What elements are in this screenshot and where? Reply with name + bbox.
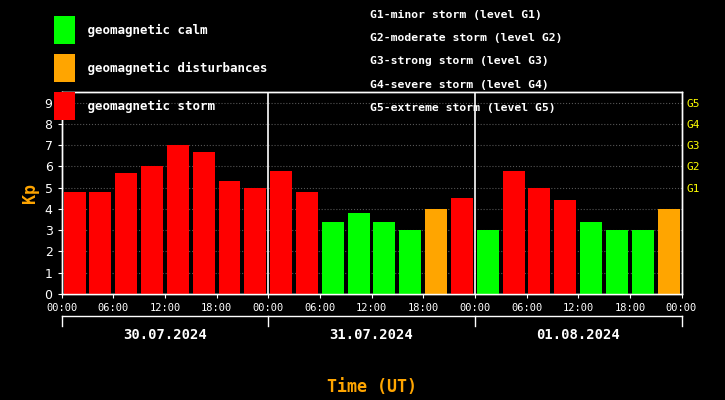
- Bar: [529, 188, 550, 294]
- Text: 30.07.2024: 30.07.2024: [123, 328, 207, 342]
- Bar: [373, 222, 395, 294]
- Bar: [115, 173, 137, 294]
- Bar: [193, 152, 215, 294]
- Text: geomagnetic calm: geomagnetic calm: [80, 24, 208, 36]
- Text: G5-extreme storm (level G5): G5-extreme storm (level G5): [370, 103, 555, 113]
- Text: G4-severe storm (level G4): G4-severe storm (level G4): [370, 80, 549, 90]
- Bar: [244, 188, 266, 294]
- Text: 31.07.2024: 31.07.2024: [330, 328, 413, 342]
- Bar: [502, 171, 525, 294]
- Bar: [555, 200, 576, 294]
- Bar: [477, 230, 499, 294]
- Bar: [64, 192, 86, 294]
- Text: geomagnetic storm: geomagnetic storm: [80, 100, 215, 112]
- Bar: [399, 230, 421, 294]
- Bar: [658, 209, 679, 294]
- Bar: [141, 166, 163, 294]
- Text: G1-minor storm (level G1): G1-minor storm (level G1): [370, 10, 542, 20]
- Text: geomagnetic disturbances: geomagnetic disturbances: [80, 62, 268, 74]
- Text: Time (UT): Time (UT): [326, 378, 417, 396]
- Bar: [451, 198, 473, 294]
- Bar: [606, 230, 628, 294]
- Bar: [348, 213, 370, 294]
- Bar: [631, 230, 654, 294]
- Bar: [296, 192, 318, 294]
- Text: 01.08.2024: 01.08.2024: [536, 328, 620, 342]
- Bar: [322, 222, 344, 294]
- Bar: [218, 181, 241, 294]
- Text: G2-moderate storm (level G2): G2-moderate storm (level G2): [370, 33, 563, 43]
- Bar: [580, 222, 602, 294]
- Bar: [89, 192, 112, 294]
- Y-axis label: Kp: Kp: [21, 183, 39, 203]
- Bar: [425, 209, 447, 294]
- Bar: [270, 171, 292, 294]
- Text: G3-strong storm (level G3): G3-strong storm (level G3): [370, 56, 549, 66]
- Bar: [167, 145, 188, 294]
